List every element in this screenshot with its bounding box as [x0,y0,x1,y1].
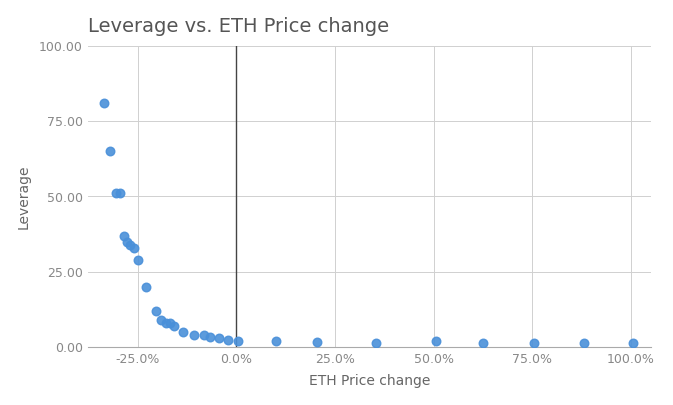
Point [205,334,215,340]
Point [161,320,172,326]
Point [312,339,322,345]
Point [114,190,125,197]
Point [529,340,540,346]
Point [169,323,180,330]
Point [178,329,188,336]
Point [105,148,116,154]
Point [118,232,129,239]
X-axis label: ETH Price change: ETH Price change [309,374,430,388]
Point [371,340,382,346]
Point [199,332,209,339]
Point [627,340,638,346]
Point [99,100,110,106]
Point [478,340,489,346]
Point [156,317,167,324]
Point [232,338,243,345]
Point [165,320,176,326]
Point [214,335,225,342]
Point [133,257,143,263]
Point [271,338,281,345]
Point [430,338,441,345]
Point [121,239,132,245]
Point [110,190,121,197]
Text: Leverage vs. ETH Price change: Leverage vs. ETH Price change [88,17,390,36]
Point [129,245,139,251]
Point [188,332,199,339]
Y-axis label: Leverage: Leverage [17,164,31,229]
Point [150,308,161,314]
Point [222,337,233,343]
Point [125,241,135,248]
Point [141,284,152,290]
Point [578,340,589,346]
